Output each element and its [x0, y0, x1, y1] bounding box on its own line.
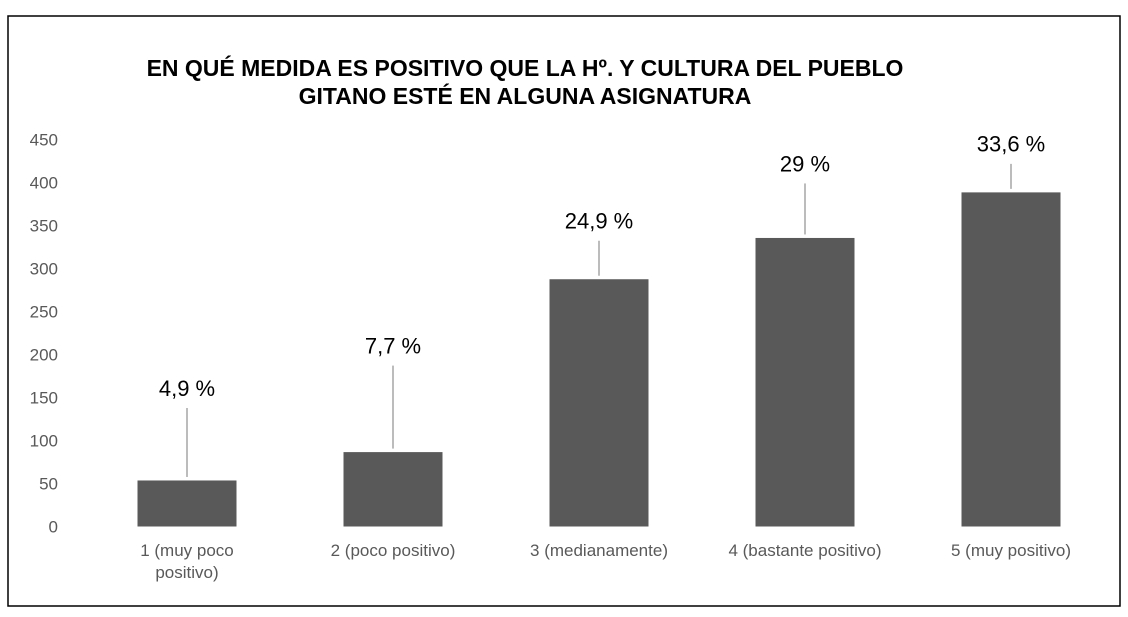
y-tick-label: 450 [30, 130, 58, 149]
bar [958, 189, 1064, 530]
x-label-box: 3 (medianamente) [530, 541, 668, 560]
data-label: 7,7 % [365, 333, 421, 358]
y-tick-label: 200 [30, 345, 58, 364]
bar [546, 276, 652, 530]
x-label-box: 1 (muy poco positivo) [140, 541, 234, 582]
x-tick-label: 1 (muy poco positivo) [140, 541, 234, 582]
data-label: 33,6 % [977, 132, 1046, 157]
y-tick-label: 300 [30, 259, 58, 278]
title-box: EN QUÉ MEDIDA ES POSITIVO QUE LA Hº. Y C… [146, 55, 904, 109]
x-tick-label: 2 (poco positivo) [330, 541, 456, 560]
y-tick-label: 350 [30, 216, 58, 235]
y-tick-label: 150 [30, 388, 58, 407]
chart-title: EN QUÉ MEDIDA ES POSITIVO QUE LA Hº. Y C… [146, 55, 904, 109]
y-tick-label: 400 [30, 173, 58, 192]
bar [134, 477, 240, 530]
x-label-box: 2 (poco positivo) [330, 541, 456, 560]
x-label-box: 5 (muy positivo) [951, 541, 1071, 560]
y-tick-label: 250 [30, 302, 58, 321]
bar [340, 449, 446, 530]
y-tick-label: 100 [30, 431, 58, 450]
data-label: 24,9 % [565, 209, 634, 234]
y-tick-label: 50 [39, 474, 58, 493]
x-tick-label: 5 (muy positivo) [951, 541, 1071, 560]
x-tick-label: 4 (bastante positivo) [728, 541, 882, 560]
data-label: 29 % [780, 151, 830, 176]
x-tick-label: 3 (medianamente) [530, 541, 668, 560]
bar [752, 234, 858, 530]
data-label: 4,9 % [159, 376, 215, 401]
y-tick-label: 0 [49, 517, 58, 536]
x-label-box: 4 (bastante positivo) [728, 541, 882, 560]
